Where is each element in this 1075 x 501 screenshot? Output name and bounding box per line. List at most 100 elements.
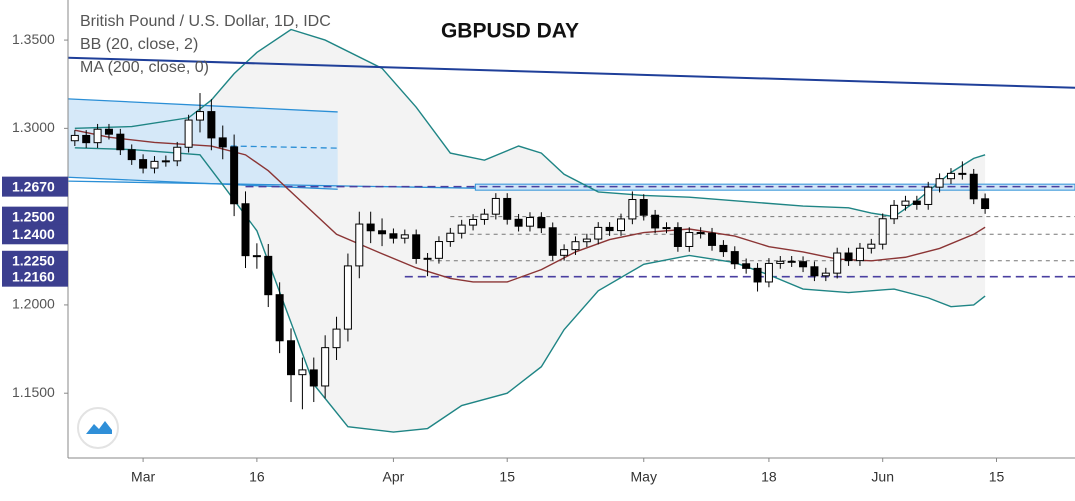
candle-body <box>924 186 933 205</box>
level-label-box <box>2 176 68 197</box>
x-tick-label: Apr <box>383 469 405 485</box>
level-label-box <box>2 224 68 245</box>
candle-body <box>104 128 113 135</box>
candle-body <box>651 214 660 229</box>
level-label-box <box>2 206 68 227</box>
candle-body <box>935 178 944 188</box>
candle-body <box>548 227 557 256</box>
bb-upper <box>74 28 986 218</box>
candle-body <box>241 203 250 257</box>
candle-body <box>912 200 921 205</box>
candle-body <box>878 218 887 245</box>
candle-body <box>389 233 398 239</box>
candle-body <box>321 347 330 387</box>
candle-body <box>309 369 318 387</box>
y-tick-label: 1.2000 <box>12 296 55 312</box>
candle-body <box>605 226 614 232</box>
candle-body <box>753 267 762 283</box>
x-tick-label: 15 <box>989 469 1005 485</box>
level-label: 1.2670 <box>12 178 55 194</box>
legend-bb: BB (20, close, 2) <box>80 36 198 53</box>
candle-body <box>366 223 375 232</box>
level-label-box <box>2 266 68 287</box>
level-label: 1.2400 <box>12 226 55 242</box>
candle-body <box>787 260 796 263</box>
candle-body <box>958 172 967 175</box>
candle-body <box>742 263 751 269</box>
bb-lower <box>74 147 986 433</box>
candle-body <box>799 261 808 268</box>
candle-body <box>594 226 603 240</box>
legend-ma: MA (200, close, 0) <box>80 59 209 76</box>
candle-body <box>480 213 489 220</box>
candle-body <box>764 262 773 283</box>
candle-body <box>719 244 728 253</box>
candle-body <box>537 217 546 229</box>
logo-mark <box>86 421 112 434</box>
channel-upper <box>67 98 338 113</box>
channel-fill <box>68 98 338 190</box>
x-tick-label: 16 <box>249 469 265 485</box>
candle-body <box>491 197 500 215</box>
candle-body <box>560 249 569 256</box>
candle-body <box>264 255 273 296</box>
candle-body <box>844 252 853 262</box>
candle-body <box>810 266 819 277</box>
candle-body <box>525 217 534 227</box>
candle-body <box>287 340 296 376</box>
level-label: 1.2500 <box>12 208 55 224</box>
candle-body <box>446 232 455 243</box>
candle-body <box>173 146 182 162</box>
candle-body <box>343 265 352 330</box>
candle-body <box>207 111 216 139</box>
candle-body <box>730 251 739 265</box>
legend-symbol: British Pound / U.S. Dollar, 1D, IDC <box>80 13 331 30</box>
logo <box>77 407 119 449</box>
candle-body <box>230 146 239 205</box>
candle-body <box>901 200 910 206</box>
x-tick-label: Jun <box>871 469 894 485</box>
x-tick-label: 15 <box>499 469 515 485</box>
candle-body <box>708 232 717 246</box>
candle-body <box>275 294 284 342</box>
candle-body <box>195 111 204 121</box>
candle-body <box>867 243 876 249</box>
y-tick-label: 1.3500 <box>12 31 55 47</box>
candle-body <box>378 230 387 235</box>
candle-body <box>400 234 409 239</box>
candle-body <box>833 252 842 274</box>
candle-body <box>890 204 899 220</box>
candle-body <box>696 232 705 235</box>
candle-body <box>571 241 580 251</box>
level-label-box <box>2 250 68 271</box>
candle-body <box>252 255 261 258</box>
candle-body <box>616 218 625 232</box>
candle-body <box>662 227 671 230</box>
candle-body <box>469 218 478 226</box>
candle-body <box>969 173 978 200</box>
candle-body <box>639 199 648 216</box>
level-label: 1.2160 <box>12 268 55 284</box>
candle-body <box>821 272 830 277</box>
candle-body <box>218 137 227 148</box>
candle-body <box>139 159 148 169</box>
candle-body <box>412 234 421 259</box>
candle-body <box>457 224 466 234</box>
candle-body <box>582 238 591 243</box>
candles-layer <box>70 93 990 410</box>
x-tick-label: 18 <box>761 469 777 485</box>
candle-body <box>93 128 102 144</box>
candle-body <box>855 247 864 262</box>
candle-body <box>628 199 637 220</box>
candle-body <box>82 134 91 144</box>
candle-body <box>355 223 364 267</box>
axes-layer: 1.3500 1.3000 1.2000 1.1500 1.2670 1.2500 1.24… <box>2 0 1075 485</box>
channel-mid <box>230 145 338 149</box>
candle-body <box>776 260 785 264</box>
chart-title: GBPUSD DAY <box>441 20 579 43</box>
candle-body <box>127 149 136 161</box>
candle-body <box>946 172 955 180</box>
candle-body <box>116 133 125 151</box>
candle-body <box>184 119 193 148</box>
y-tick-label: 1.1500 <box>12 384 55 400</box>
